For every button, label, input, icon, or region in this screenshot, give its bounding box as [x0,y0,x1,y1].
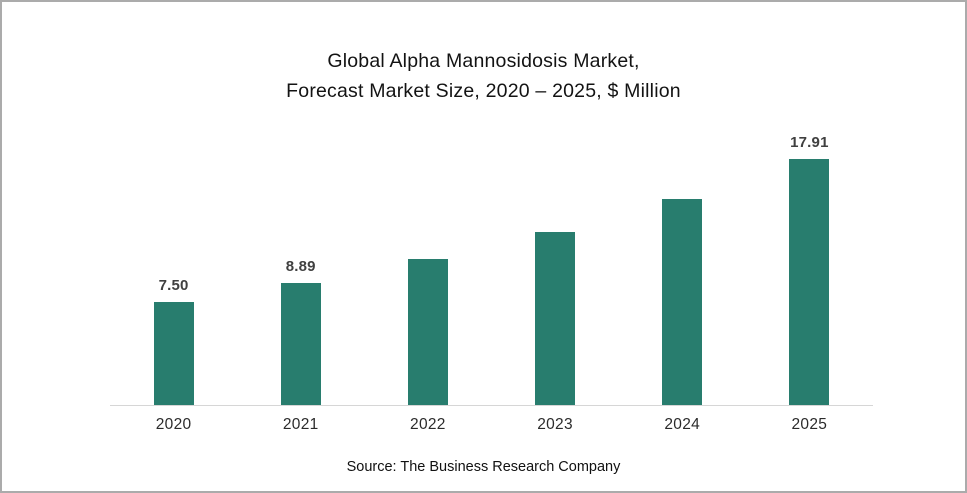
bar-value-label: 17.91 [790,134,829,151]
chart-title-line1: Global Alpha Mannosidosis Market, [327,50,640,72]
bar [535,232,576,405]
bar-value-label: 8.89 [285,258,316,275]
bar [407,259,448,405]
x-axis-labels: 2020 2021 2022 2023 2024 2025 [110,416,873,434]
source-note: Source: The Business Research Company [346,459,621,475]
x-axis-tick-label: 2020 [155,416,192,433]
plot-area-wrapper: 7.50 8.89 17.91 [110,130,873,406]
bar [789,159,830,405]
x-axis-tick-label: 2025 [791,416,828,433]
bar [153,302,194,405]
bar-column: 8.89 [280,130,321,405]
plot-area: 7.50 8.89 17.91 [110,130,873,406]
chart-title: Global Alpha Mannosidosis Market, Foreca… [2,46,965,106]
bar [662,199,703,405]
x-axis-tick-label: 2023 [537,416,573,433]
bar-column [662,130,703,405]
x-axis-tick-label: 2022 [410,416,446,433]
x-axis-tick-label: 2021 [282,416,319,433]
bar [280,283,321,405]
bar-column: 17.91 [789,130,830,405]
x-axis-tick-label: 2024 [664,416,701,433]
bar-column: 7.50 [153,130,194,405]
chart-title-line2: Forecast Market Size, 2020 – 2025, $ Mil… [286,80,681,102]
bar-column [407,130,448,405]
bar-column [535,130,576,405]
bar-value-label: 7.50 [158,277,189,294]
